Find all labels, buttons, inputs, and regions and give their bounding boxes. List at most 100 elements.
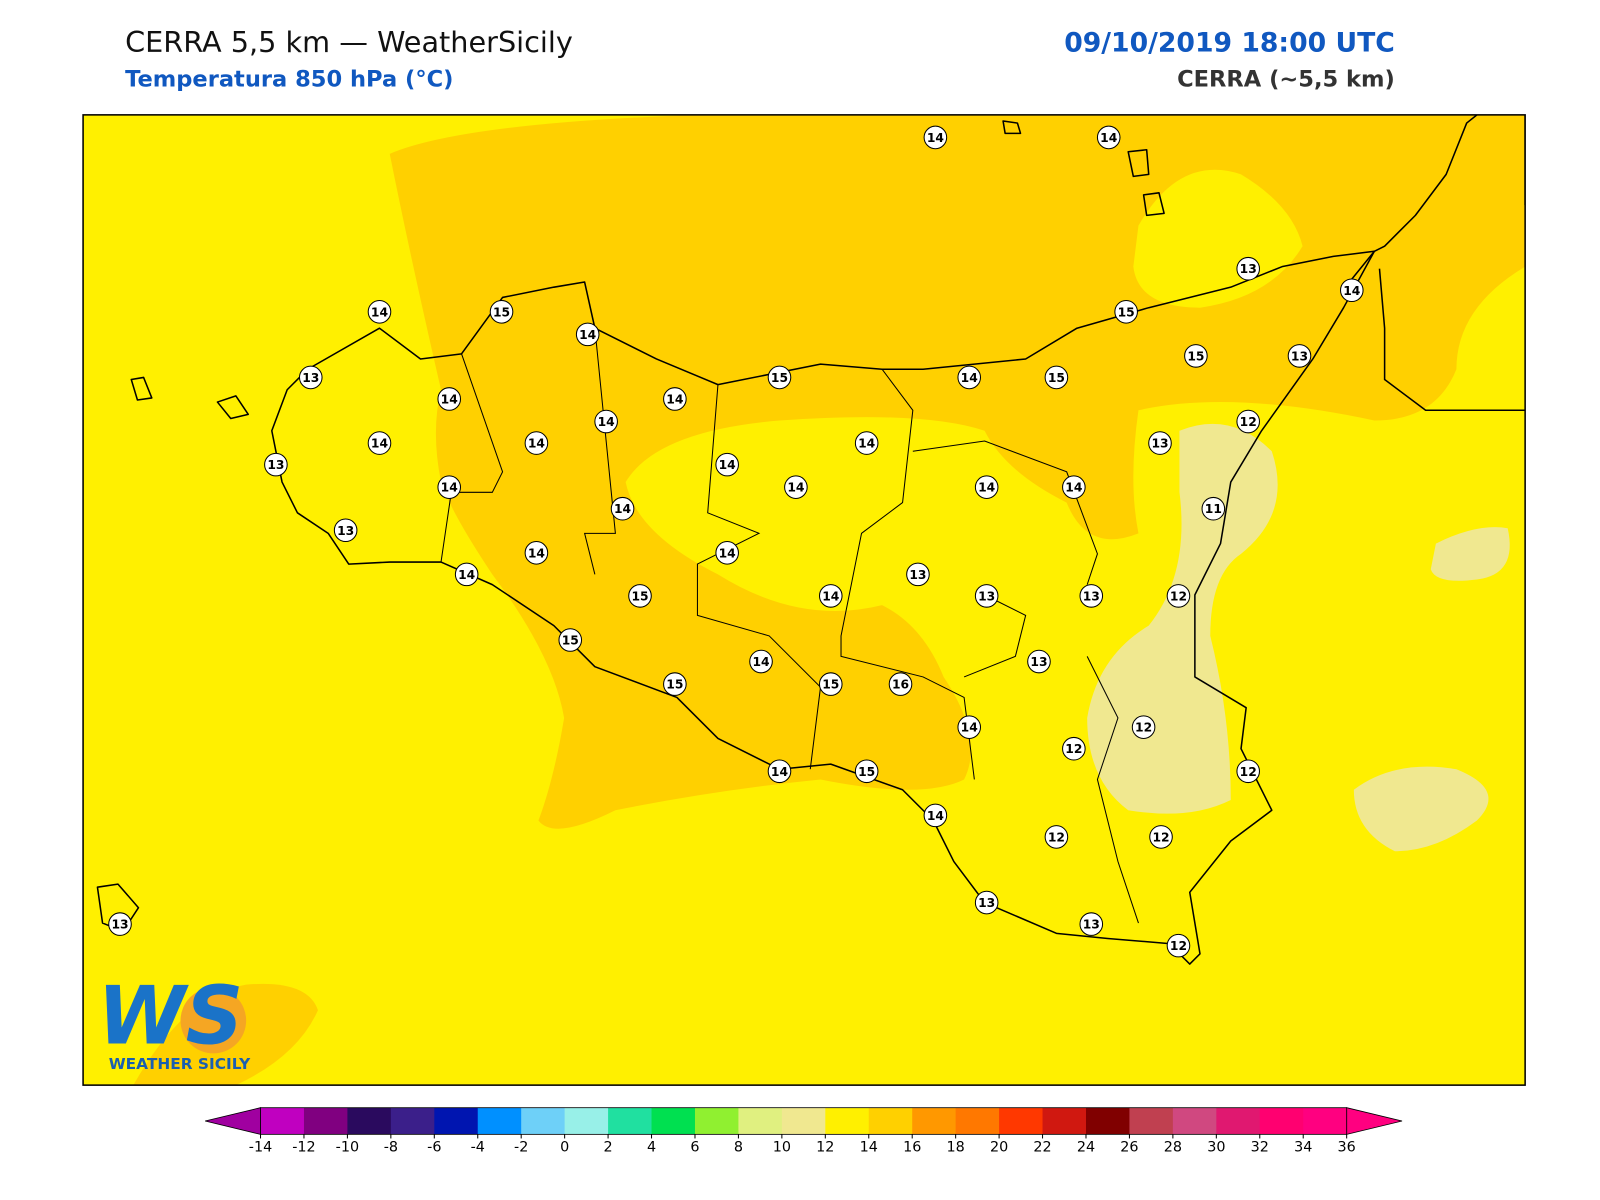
colorbar-bin (1216, 1107, 1261, 1135)
colorbar-tick-label: 6 (690, 1140, 699, 1156)
station: 16 (888, 672, 913, 696)
station: 14 (437, 387, 462, 411)
colorbar-tick-label: 24 (1077, 1140, 1095, 1156)
station: 14 (663, 387, 687, 411)
station-marker (818, 584, 843, 608)
colorbar-bin (738, 1107, 783, 1135)
station: 13 (108, 912, 132, 936)
colorbar-bin (564, 1107, 609, 1135)
logo-sun (180, 987, 247, 1054)
station: 14 (957, 715, 982, 739)
station-value: 13 (1083, 918, 1100, 932)
station-marker (524, 541, 549, 565)
station: 12 (1149, 825, 1173, 849)
station-marker (906, 562, 930, 587)
station-value: 13 (1240, 262, 1257, 276)
station: 14 (610, 496, 635, 521)
station-marker (1166, 933, 1191, 958)
station-marker (957, 365, 982, 390)
station-marker (1131, 715, 1156, 739)
station: 14 (367, 300, 392, 324)
station-marker (437, 387, 462, 411)
colorbar-bin (260, 1107, 305, 1135)
station-marker (437, 475, 462, 499)
colorbar-tick-label: -2 (514, 1140, 528, 1156)
station-value: 12 (1170, 939, 1187, 953)
station-marker (1236, 409, 1260, 434)
station: 14 (437, 475, 462, 499)
station: 12 (1166, 584, 1191, 608)
station-value: 13 (1083, 589, 1100, 603)
station: 13 (1287, 344, 1312, 368)
station: 15 (1044, 365, 1069, 390)
station-marker (489, 300, 514, 324)
station-marker (367, 300, 392, 324)
colorbar-tick-label: 14 (860, 1140, 878, 1156)
station: 14 (974, 475, 999, 499)
station-marker (715, 541, 739, 565)
station-marker (974, 475, 999, 499)
station-value: 14 (614, 502, 631, 516)
station-marker (1079, 912, 1104, 936)
station: 14 (524, 431, 549, 455)
station-marker (1339, 278, 1364, 303)
station-marker (1201, 496, 1226, 521)
station: 15 (558, 628, 583, 652)
station-marker (663, 672, 687, 696)
station-marker (1096, 125, 1121, 150)
station: 14 (594, 409, 618, 434)
colorbar-bin (608, 1107, 653, 1135)
station: 13 (906, 562, 930, 587)
colorbar-bin (781, 1107, 826, 1135)
colorbar-tick-label: 16 (903, 1140, 921, 1156)
colorbar-tick-label: 36 (1338, 1140, 1356, 1156)
station-value: 12 (1240, 415, 1257, 429)
station-value: 14 (441, 481, 458, 495)
colorbar-tick-label: -8 (384, 1140, 398, 1156)
colorbar-bin (955, 1107, 1000, 1135)
station: 15 (1184, 344, 1208, 368)
field-12 (1430, 527, 1510, 581)
colorbar-bin (1129, 1107, 1174, 1135)
title: CERRA 5,5 km — WeatherSicily (125, 25, 573, 59)
coastline (1342, 114, 1526, 412)
colorbar-tick-label: 28 (1164, 1140, 1182, 1156)
station-marker (974, 584, 999, 608)
station: 15 (854, 759, 879, 784)
station: 13 (1027, 649, 1051, 674)
colorbar-bin (477, 1107, 522, 1135)
colorbar-tick-label: 8 (734, 1140, 743, 1156)
station-value: 14 (858, 437, 875, 451)
station-marker (1236, 759, 1260, 784)
station-marker (1044, 365, 1069, 390)
station-marker (1044, 825, 1069, 849)
station-marker (610, 496, 635, 521)
station-marker (1114, 300, 1138, 324)
station-value: 14 (528, 437, 545, 451)
station-value: 14 (961, 721, 978, 735)
station-value: 15 (771, 371, 788, 385)
colorbar-bin (912, 1107, 957, 1135)
colorbar-tick-label: -10 (336, 1140, 359, 1156)
station-value: 15 (1048, 371, 1065, 385)
colorbar-tick-label: 10 (773, 1140, 791, 1156)
station: 15 (818, 672, 843, 696)
station: 13 (298, 365, 323, 390)
station-value: 14 (371, 437, 388, 451)
station-value: 14 (579, 328, 596, 342)
colorbar-under (205, 1107, 261, 1135)
field-12 (1353, 766, 1489, 852)
station-marker (715, 452, 739, 477)
station-marker (558, 628, 583, 652)
station-value: 15 (1118, 305, 1135, 319)
station: 14 (1096, 125, 1121, 150)
colorbar-tick-label: 32 (1251, 1140, 1269, 1156)
subtitle: Temperatura 850 hPa (°C) (125, 67, 453, 93)
station-value: 12 (1152, 830, 1169, 844)
station: 11 (1201, 496, 1226, 521)
colorbar-tick-label: -14 (249, 1140, 272, 1156)
station-marker (923, 803, 948, 828)
station: 14 (923, 803, 948, 828)
station: 13 (1079, 584, 1104, 608)
station-marker (957, 715, 982, 739)
